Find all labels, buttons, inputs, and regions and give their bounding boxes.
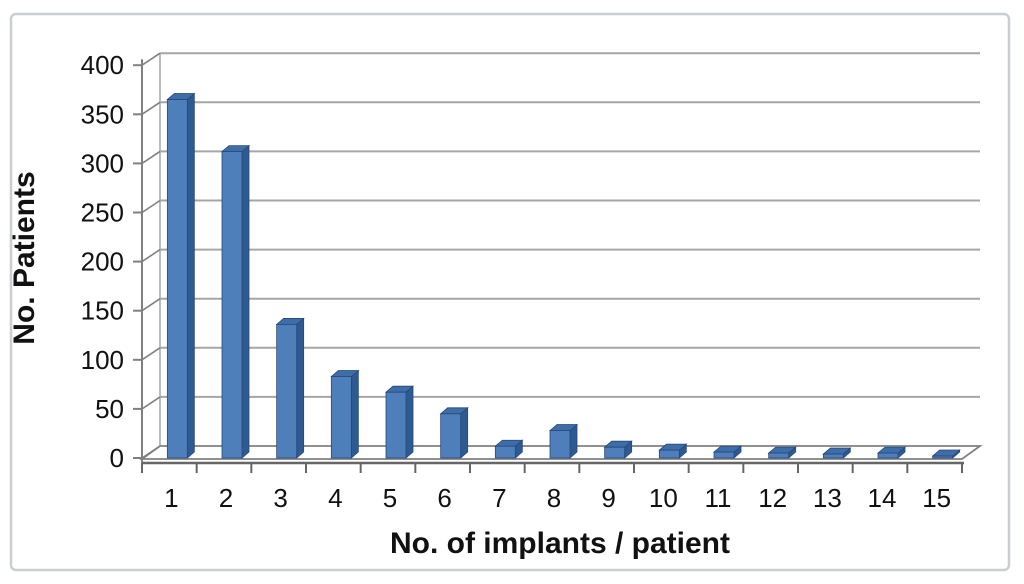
bar-2 (220, 144, 251, 459)
figure-border (9, 12, 1011, 572)
x-tick-label-15: 15 (922, 483, 951, 513)
bar-front-face (330, 376, 352, 459)
bar-side-face (186, 92, 195, 459)
bar-6 (439, 406, 469, 459)
bar-front-face (385, 391, 407, 459)
tick-connector-0 (141, 445, 161, 459)
x-tick-label-8: 8 (547, 483, 561, 513)
bar-13 (822, 447, 852, 459)
y-tick-label-250: 250 (81, 198, 124, 228)
bar-8 (548, 423, 579, 459)
y-tick-label-150: 150 (81, 296, 124, 326)
bar-15 (931, 449, 961, 459)
tick-connector-150 (141, 298, 161, 312)
bar-front-face (768, 452, 790, 459)
bar-12 (767, 446, 797, 459)
y-tick-label-350: 350 (81, 99, 124, 129)
x-tick-label-9: 9 (601, 483, 615, 513)
bar-front-face (440, 413, 462, 459)
tick-connector-100 (141, 347, 161, 361)
bar-14 (876, 446, 907, 459)
bar-9 (603, 440, 633, 459)
bar-front-face (877, 452, 899, 459)
bar-front-face (221, 151, 243, 459)
bar-front-face (822, 453, 844, 459)
bar-front-face (276, 324, 298, 459)
tick-connector-350 (141, 101, 161, 115)
bar-1 (166, 92, 196, 459)
y-tick-label-400: 400 (81, 50, 124, 80)
y-tick-label-300: 300 (81, 148, 124, 178)
bar-3 (275, 317, 305, 459)
y-axis-title: No. Patients (8, 171, 41, 344)
x-tick-label-1: 1 (164, 483, 178, 513)
bar-side-face (241, 144, 250, 459)
tick-connector-200 (141, 248, 161, 263)
bar-front-face (166, 99, 188, 459)
bar-5 (384, 385, 415, 459)
x-tick-label-11: 11 (705, 483, 732, 513)
y-tick-label-50: 50 (95, 394, 124, 424)
x-tick-labels: 1 2 3 4 5 6 7 8 9 10 11 12 13 14 15 (164, 483, 951, 513)
x-tick-label-12: 12 (758, 483, 787, 513)
y-tick-labels: 0 50 100 150 200 250 300 350 400 (81, 50, 124, 473)
x-tick-label-4: 4 (328, 483, 342, 513)
bars (166, 92, 961, 459)
bar-front-face (549, 430, 571, 459)
bar-10 (658, 443, 688, 459)
x-tick-label-7: 7 (492, 483, 506, 513)
bar-7 (494, 439, 524, 459)
bar-side-face (350, 369, 359, 459)
tick-connector-250 (141, 199, 161, 214)
x-tick-label-14: 14 (868, 483, 897, 513)
bar-front-face (494, 445, 516, 459)
bar-front-face (604, 446, 626, 459)
tick-connector-400 (141, 52, 161, 66)
x-tick-label-6: 6 (437, 483, 451, 513)
bar-side-face (296, 317, 305, 459)
bar-front-face (713, 451, 735, 459)
x-tick-label-10: 10 (649, 483, 678, 513)
bar-front-face (658, 449, 680, 459)
x-tick-label-13: 13 (813, 483, 842, 513)
tick-connector-300 (141, 150, 161, 165)
axes (133, 59, 964, 473)
x-axis-title: No. of implants / patient (390, 527, 730, 560)
x-tick-label-3: 3 (273, 483, 287, 513)
x-tick-label-2: 2 (219, 483, 233, 513)
bar-11 (712, 445, 743, 459)
y-tick-label-200: 200 (81, 247, 124, 277)
bar-side-face (460, 406, 469, 459)
y-tick-label-100: 100 (81, 345, 124, 375)
bar-side-face (405, 385, 414, 459)
bar-front-face (932, 455, 954, 459)
bar-4 (330, 369, 360, 459)
y-tick-label-0: 0 (110, 443, 124, 473)
tick-connector-50 (141, 396, 161, 410)
x-tick-label-5: 5 (383, 483, 397, 513)
